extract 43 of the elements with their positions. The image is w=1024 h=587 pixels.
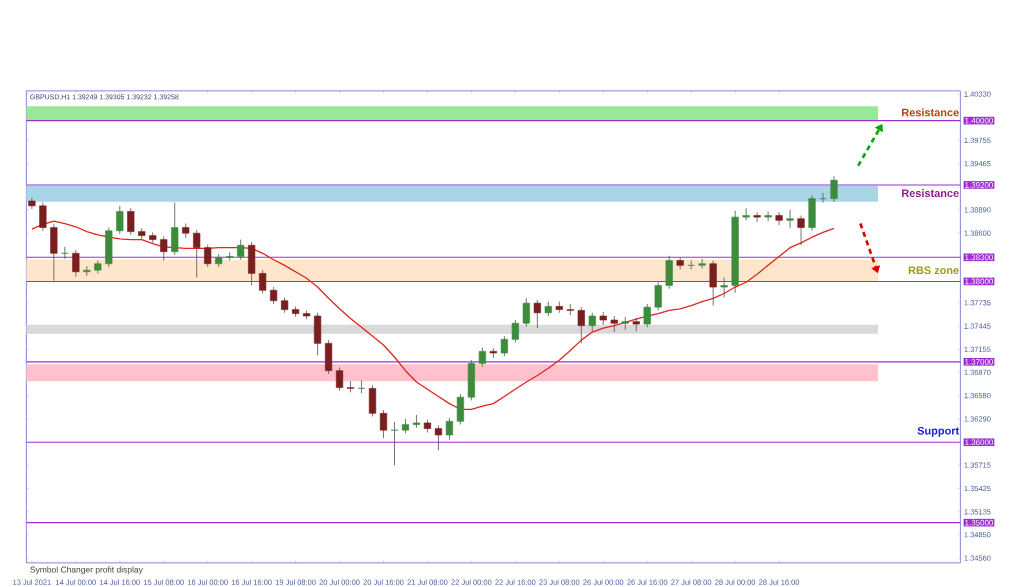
candlestick [588, 312, 596, 332]
candlestick [764, 211, 772, 222]
candlestick [379, 409, 388, 439]
candlestick [445, 417, 454, 441]
candlestick [193, 229, 201, 278]
candlestick [237, 239, 245, 261]
candlestick [335, 367, 344, 392]
candlestick [478, 346, 486, 368]
candlestick [72, 249, 80, 278]
candlestick [204, 244, 212, 268]
candlestick [412, 414, 421, 429]
candlestick [709, 260, 717, 306]
candlestick [39, 202, 47, 232]
candlestick [753, 211, 761, 223]
candlestick [533, 299, 541, 329]
candlestick [500, 335, 508, 357]
candlestick [160, 236, 168, 261]
candlestick [226, 252, 234, 261]
text: Resistance [902, 189, 959, 198]
candlestick [116, 205, 124, 235]
candlestick [346, 380, 355, 393]
candlestick [83, 265, 91, 277]
candlestick [797, 215, 805, 246]
candlestick [654, 281, 662, 311]
text: Symbol Changer profit display [30, 566, 143, 575]
candlestick [775, 211, 783, 226]
text: Resistance [902, 108, 959, 117]
candlestick [566, 303, 574, 316]
candlestick [830, 175, 838, 203]
candlestick [127, 207, 135, 236]
candlestick [720, 277, 728, 298]
candlestick [522, 297, 530, 327]
candlestick [742, 207, 750, 221]
candlestick [621, 316, 629, 331]
candlestick [786, 209, 794, 229]
candlestick [643, 303, 651, 328]
candlestick [28, 197, 36, 210]
candlestick [259, 269, 267, 294]
text: Support [917, 426, 960, 437]
text: RBS zone [908, 266, 959, 275]
candlestick [511, 319, 519, 343]
candlestick [577, 306, 585, 344]
candlestick [434, 424, 443, 451]
